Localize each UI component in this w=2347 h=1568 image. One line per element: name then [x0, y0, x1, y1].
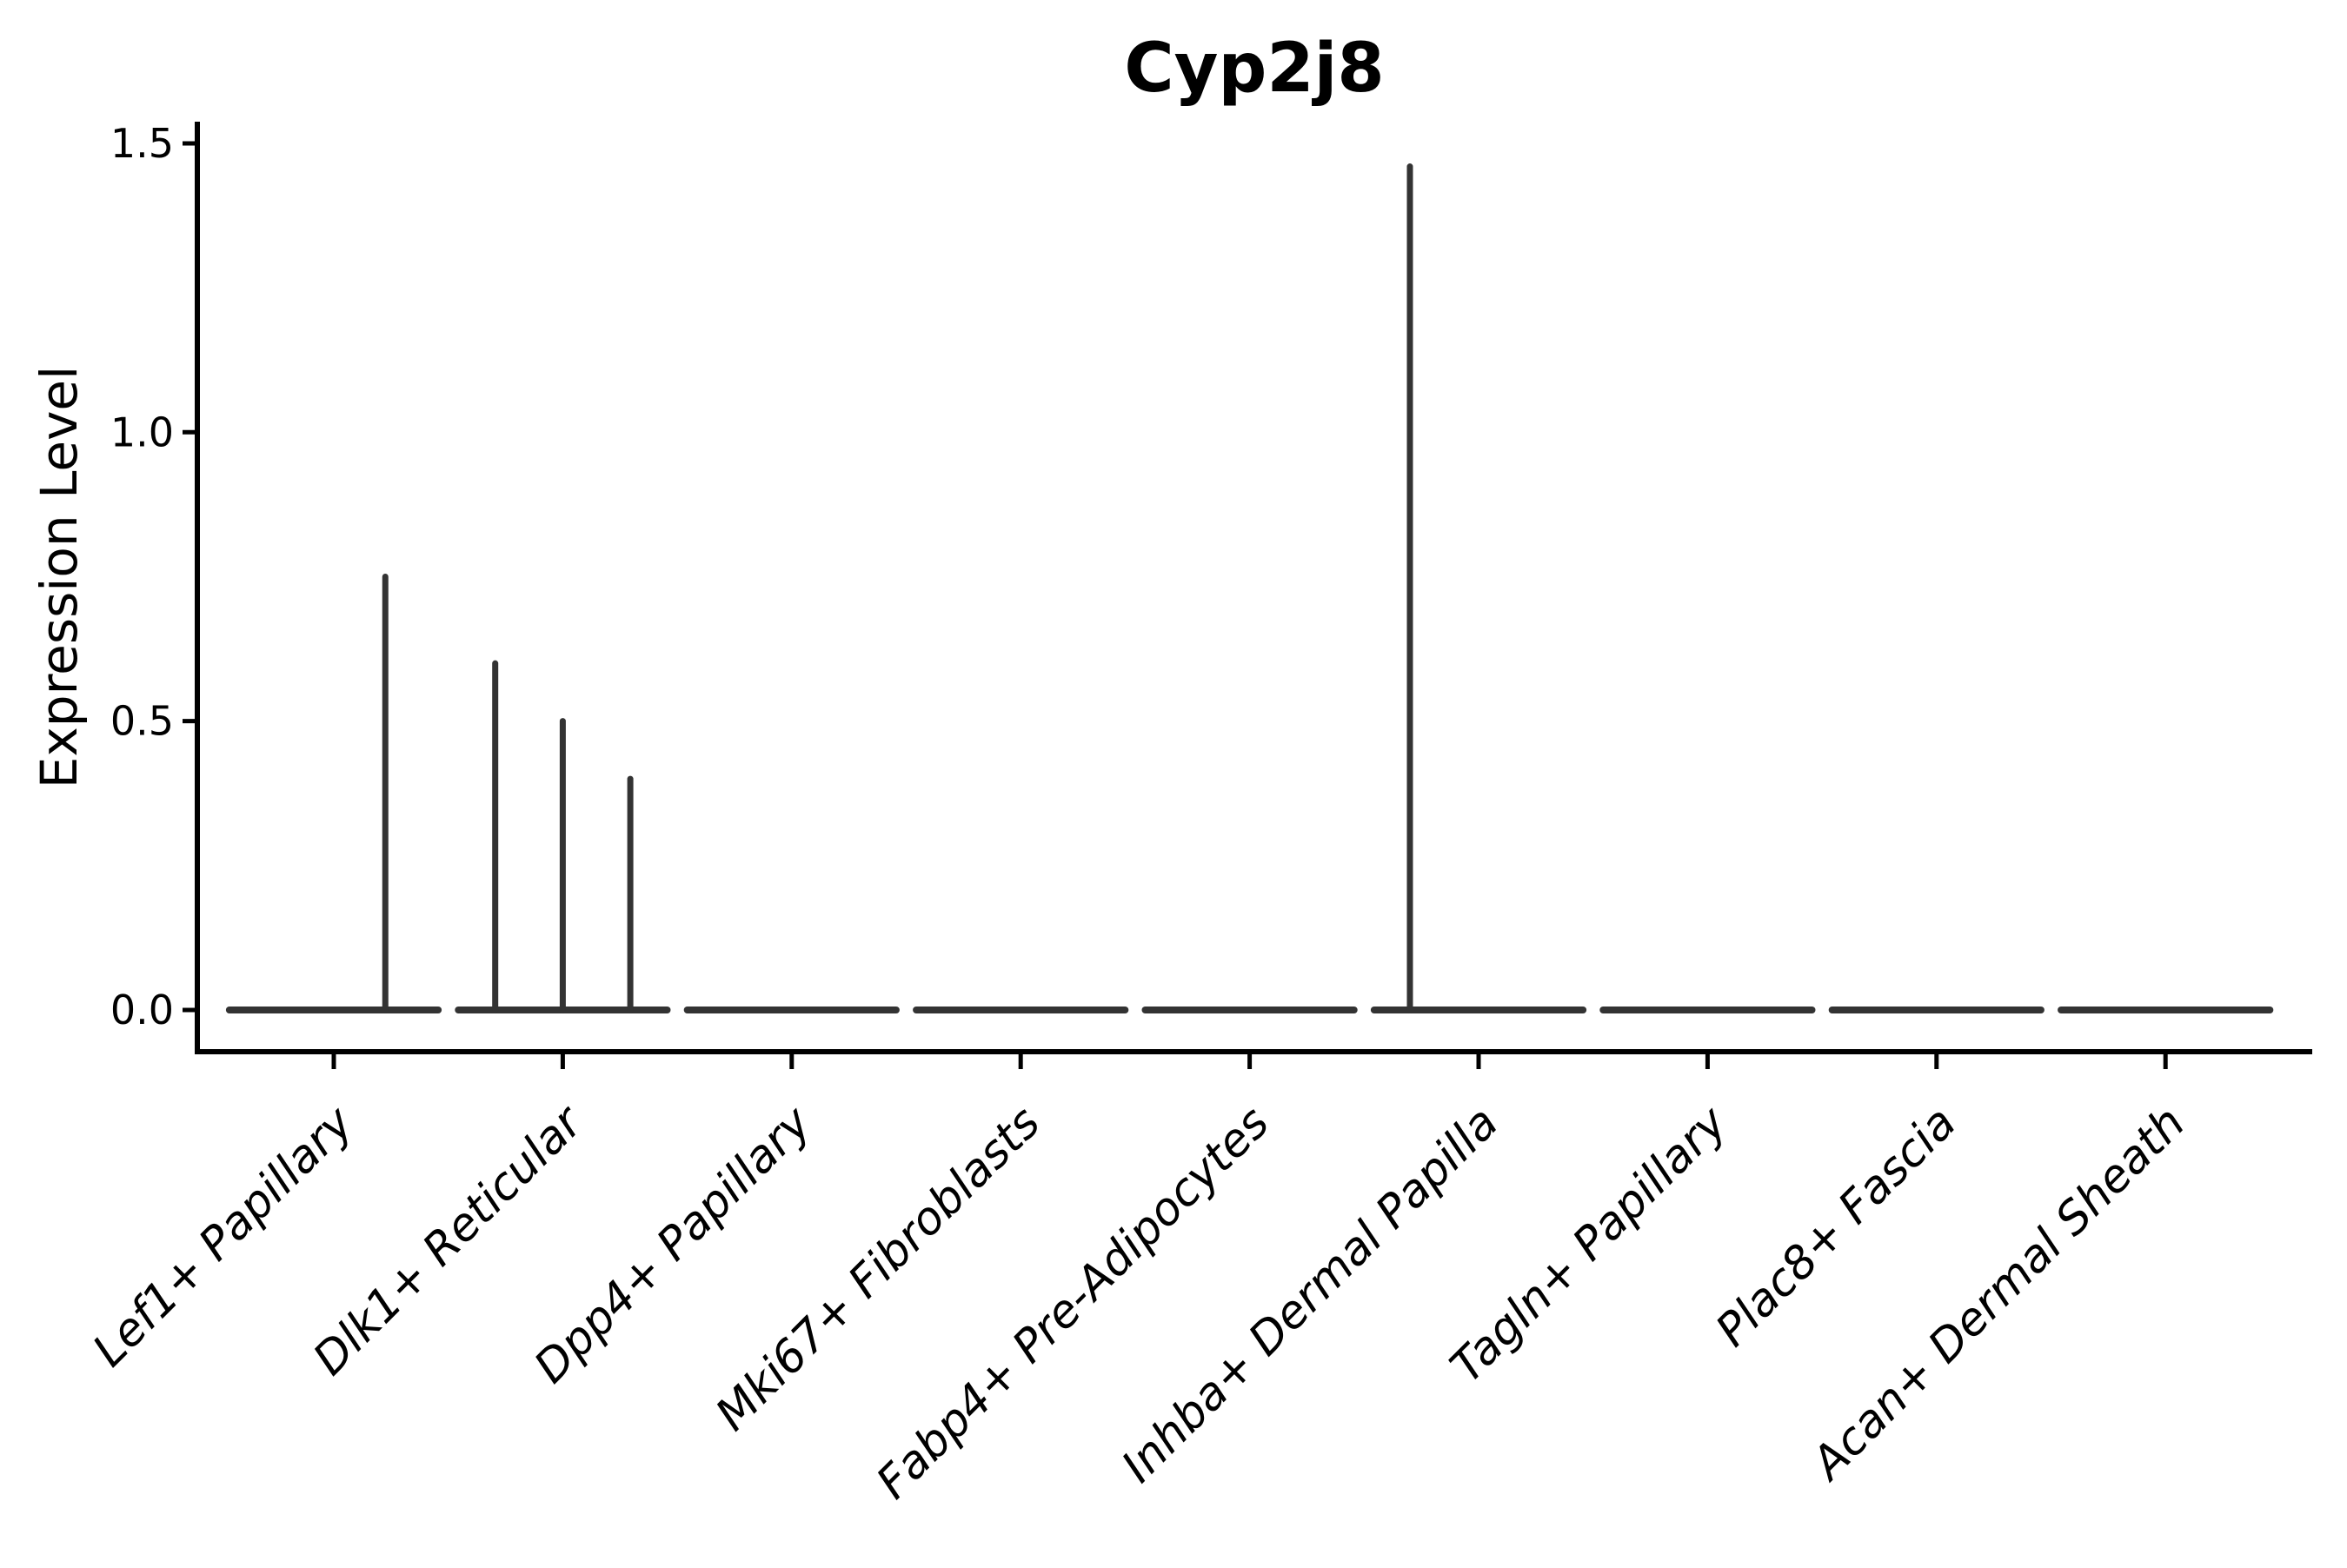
x-tick-label: Fabp4+ Pre-Adipocytes: [867, 1097, 1280, 1510]
y-tick-label: 0.0: [110, 987, 174, 1033]
y-axis-label: Expression Level: [30, 366, 89, 788]
y-tick-label: 1.0: [110, 409, 174, 455]
x-tick-label: Plac8+ Fascia: [1706, 1097, 1966, 1357]
y-tick-label: 1.5: [110, 120, 174, 167]
chart-title: Cyp2j8: [1124, 30, 1384, 108]
x-tick-label: Inhba+ Dermal Papilla: [1112, 1097, 1508, 1493]
x-tick-label: Acan+ Dermal Sheath: [1800, 1097, 2195, 1492]
y-tick-label: 0.5: [110, 698, 174, 745]
